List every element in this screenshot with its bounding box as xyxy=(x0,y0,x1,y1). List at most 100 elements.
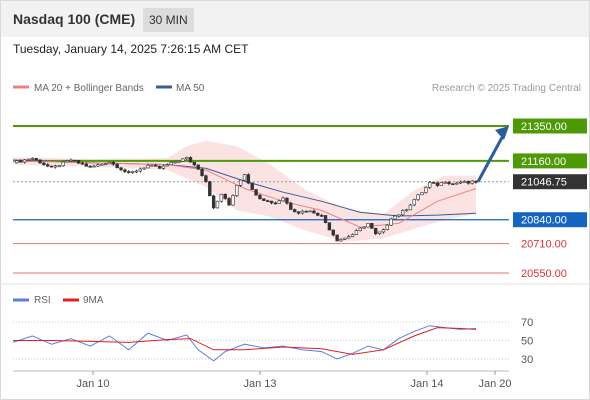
watermark: Research © 2025 Trading Central xyxy=(432,83,581,94)
candle-body xyxy=(397,214,401,217)
bollinger-band xyxy=(13,140,476,242)
rsi-line xyxy=(12,325,477,362)
price-plot: 21350.00 21160.00 21046.75 20840.00 20710.00… xyxy=(12,118,587,280)
rsi-ma9-line xyxy=(13,327,477,355)
candle-body xyxy=(358,227,362,231)
candle-body xyxy=(455,182,459,185)
candle-body xyxy=(312,210,316,214)
candle-body xyxy=(69,159,73,162)
candle-body xyxy=(49,165,54,168)
candle-body xyxy=(400,210,405,216)
candle-body xyxy=(204,175,208,182)
candle-body xyxy=(161,165,166,169)
candle-body xyxy=(362,226,366,229)
candle-body xyxy=(211,195,216,209)
candle-body xyxy=(15,160,19,164)
candle-body xyxy=(111,161,116,165)
ma9-legend-label: 9MA xyxy=(83,295,104,306)
candle-body xyxy=(316,212,320,216)
candle-body xyxy=(127,171,131,173)
candle-body xyxy=(223,193,227,199)
candle-body xyxy=(420,192,424,196)
candle-body xyxy=(84,163,89,167)
candle-body xyxy=(208,181,212,197)
candle-body xyxy=(88,166,92,168)
candle-body xyxy=(142,167,146,170)
candle-body xyxy=(238,179,243,186)
candle-body xyxy=(339,239,343,242)
level-label-21350.00: 21350.00 xyxy=(521,121,567,133)
timeframe-badge[interactable]: 30 MIN xyxy=(143,8,194,32)
candle-body xyxy=(65,160,69,163)
rsi-tick-30: 30 xyxy=(521,354,533,366)
x-tick-label: Jan 14 xyxy=(410,378,443,390)
candle-body xyxy=(308,210,312,213)
candle-body xyxy=(235,184,239,196)
candle-body xyxy=(192,161,197,166)
candle-body xyxy=(103,163,108,166)
candle-body xyxy=(389,218,393,226)
candle-body xyxy=(80,162,85,165)
candle-body xyxy=(416,194,420,200)
candle-body xyxy=(200,168,204,176)
candle-body xyxy=(42,162,46,165)
candle-body xyxy=(107,161,112,165)
candle-body xyxy=(258,194,262,200)
candle-body xyxy=(458,181,463,184)
candle-body xyxy=(435,182,440,186)
candle-body xyxy=(451,183,455,186)
candle-body xyxy=(350,234,355,237)
candle-body xyxy=(327,222,332,231)
candle-body xyxy=(130,171,135,173)
candle-body xyxy=(34,157,38,161)
candle-body xyxy=(231,195,235,206)
candle-body xyxy=(424,187,428,193)
candle-body xyxy=(335,234,339,242)
candle-body xyxy=(319,215,324,217)
candle-body xyxy=(254,189,258,196)
candle-body xyxy=(404,209,409,212)
level-label-20710.00: 20710.00 xyxy=(521,239,567,251)
level-box-21046.75 xyxy=(513,174,587,190)
candle-body xyxy=(373,227,378,234)
candle-body xyxy=(26,159,31,161)
candle-body xyxy=(181,158,185,162)
projection-arrow-head xyxy=(495,126,509,140)
candle-body xyxy=(61,161,65,167)
ma20-line xyxy=(12,160,477,228)
candle-body xyxy=(22,159,27,163)
candle-body xyxy=(100,163,104,166)
candle-body xyxy=(46,164,50,167)
candle-body xyxy=(277,200,281,204)
level-box-21160.00 xyxy=(513,153,587,169)
instrument-title: Nasdaq 100 (CME) xyxy=(13,11,136,27)
candle-body xyxy=(215,200,220,209)
candle-body xyxy=(331,229,335,236)
candle-body xyxy=(354,230,359,235)
candle-body xyxy=(96,164,100,167)
candle-body xyxy=(466,181,470,184)
ma20-legend-label: MA 20 + Bollinger Bands xyxy=(34,83,144,94)
projection-arrow-shaft xyxy=(476,131,507,183)
rsi-tick-50: 50 xyxy=(521,336,533,348)
candle-body xyxy=(281,197,285,202)
candle-body xyxy=(92,165,96,168)
candle-body xyxy=(289,202,293,210)
candle-body xyxy=(273,202,278,205)
candle-body xyxy=(370,223,374,229)
candle-body xyxy=(165,164,170,167)
rsi-tick-70: 70 xyxy=(521,317,533,329)
candle-body xyxy=(169,162,173,166)
x-axis-labels: Jan 10 Jan 13 Jan 14 Jan 20 xyxy=(76,371,512,390)
candle-body xyxy=(173,161,177,164)
candle-body xyxy=(427,182,432,188)
candle-body xyxy=(474,180,478,183)
level-label-20550.00: 20550.00 xyxy=(521,268,567,280)
level-label-21046.75: 21046.75 xyxy=(521,177,567,189)
candle-body xyxy=(412,199,416,206)
rsi-plot: 70 50 30 xyxy=(12,317,533,366)
candle-body xyxy=(470,180,474,184)
candle-body xyxy=(462,181,467,183)
candle-body xyxy=(115,163,119,169)
